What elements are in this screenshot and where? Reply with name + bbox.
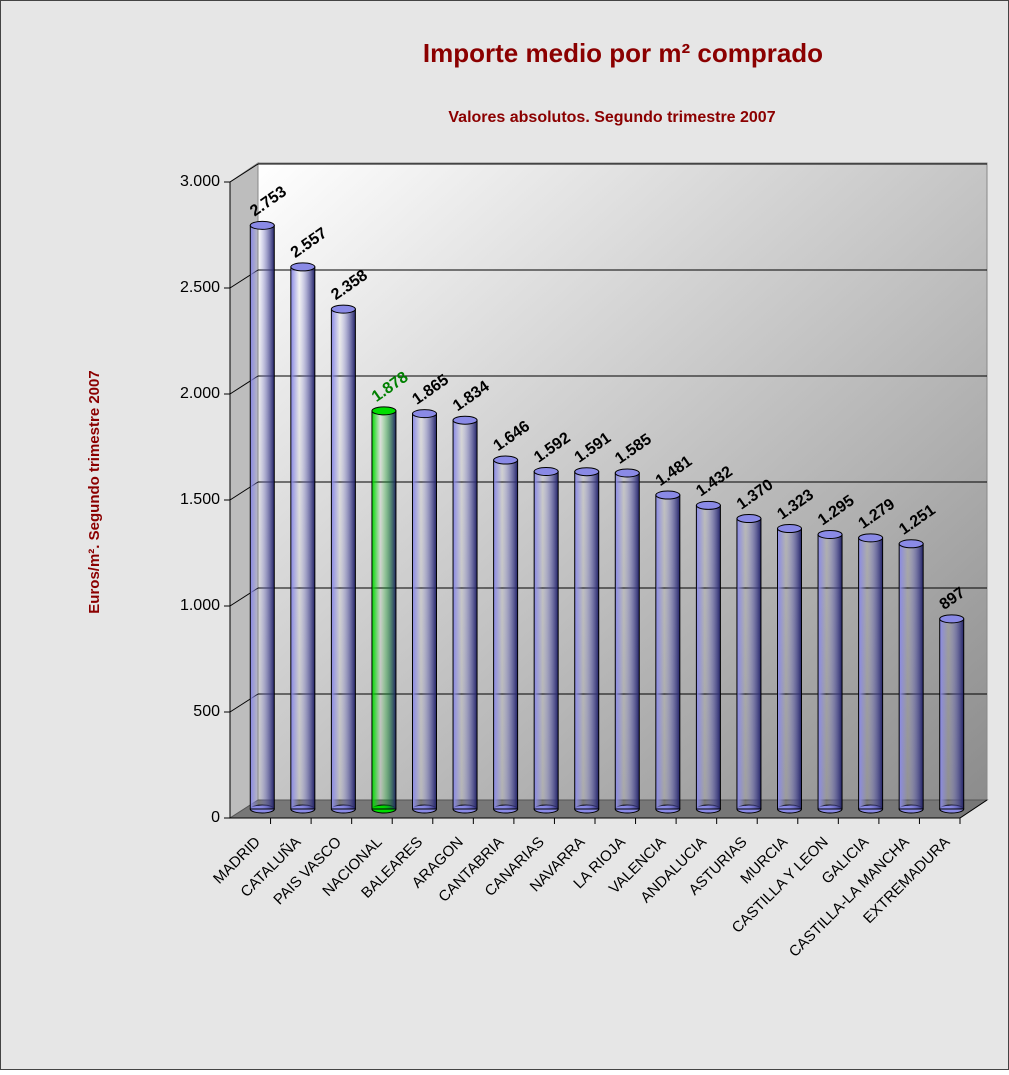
bar <box>898 543 924 810</box>
chart-title: Importe medio por m² comprado <box>423 38 823 68</box>
bar-cap <box>817 529 843 539</box>
bar-cap <box>330 304 356 314</box>
bar <box>330 308 356 810</box>
bar-cap <box>533 466 559 476</box>
bar-cap <box>655 490 681 500</box>
bar-cap <box>939 614 965 624</box>
bar <box>533 470 559 810</box>
grid-line-side <box>229 163 259 183</box>
bar <box>817 533 843 810</box>
bar <box>614 472 640 810</box>
y-axis-label: Euros/m². Segundo trimestre 2007 <box>86 370 103 613</box>
x-axis-depth <box>959 799 988 819</box>
bar <box>290 266 316 810</box>
chart-subtitle: Valores absolutos. Segundo trimestre 200… <box>448 109 775 126</box>
y-tick-label: 0 <box>211 809 220 826</box>
bar-cap <box>695 500 721 510</box>
bar <box>695 504 721 810</box>
y-tick-label: 2.500 <box>180 279 220 296</box>
bar-cap <box>777 524 802 534</box>
y-tick-label: 1.500 <box>180 491 220 508</box>
bar <box>736 518 762 810</box>
bar <box>939 618 965 810</box>
bar-cap <box>249 220 275 230</box>
bar <box>777 528 802 810</box>
bar <box>574 471 600 810</box>
bar-cap <box>371 406 397 416</box>
bar <box>249 224 275 810</box>
bar-cap <box>736 514 762 524</box>
bar-cap <box>290 262 316 272</box>
bar-cap <box>858 533 884 543</box>
bar <box>655 494 681 810</box>
bar-cap <box>493 455 519 465</box>
y-tick-label: 1.000 <box>180 597 220 614</box>
bar <box>452 419 478 810</box>
bar-cap <box>452 415 478 425</box>
y-tick-label: 3.000 <box>180 173 220 190</box>
bar-cap <box>412 409 437 419</box>
bar <box>371 410 397 810</box>
bar <box>493 459 519 810</box>
bar-cap <box>614 468 640 478</box>
bar-cap <box>898 539 924 549</box>
bar-cap <box>574 467 600 477</box>
y-tick-label: 500 <box>193 703 220 720</box>
y-tick-label: 2.000 <box>180 385 220 402</box>
bar <box>412 413 437 810</box>
bar <box>858 537 884 810</box>
